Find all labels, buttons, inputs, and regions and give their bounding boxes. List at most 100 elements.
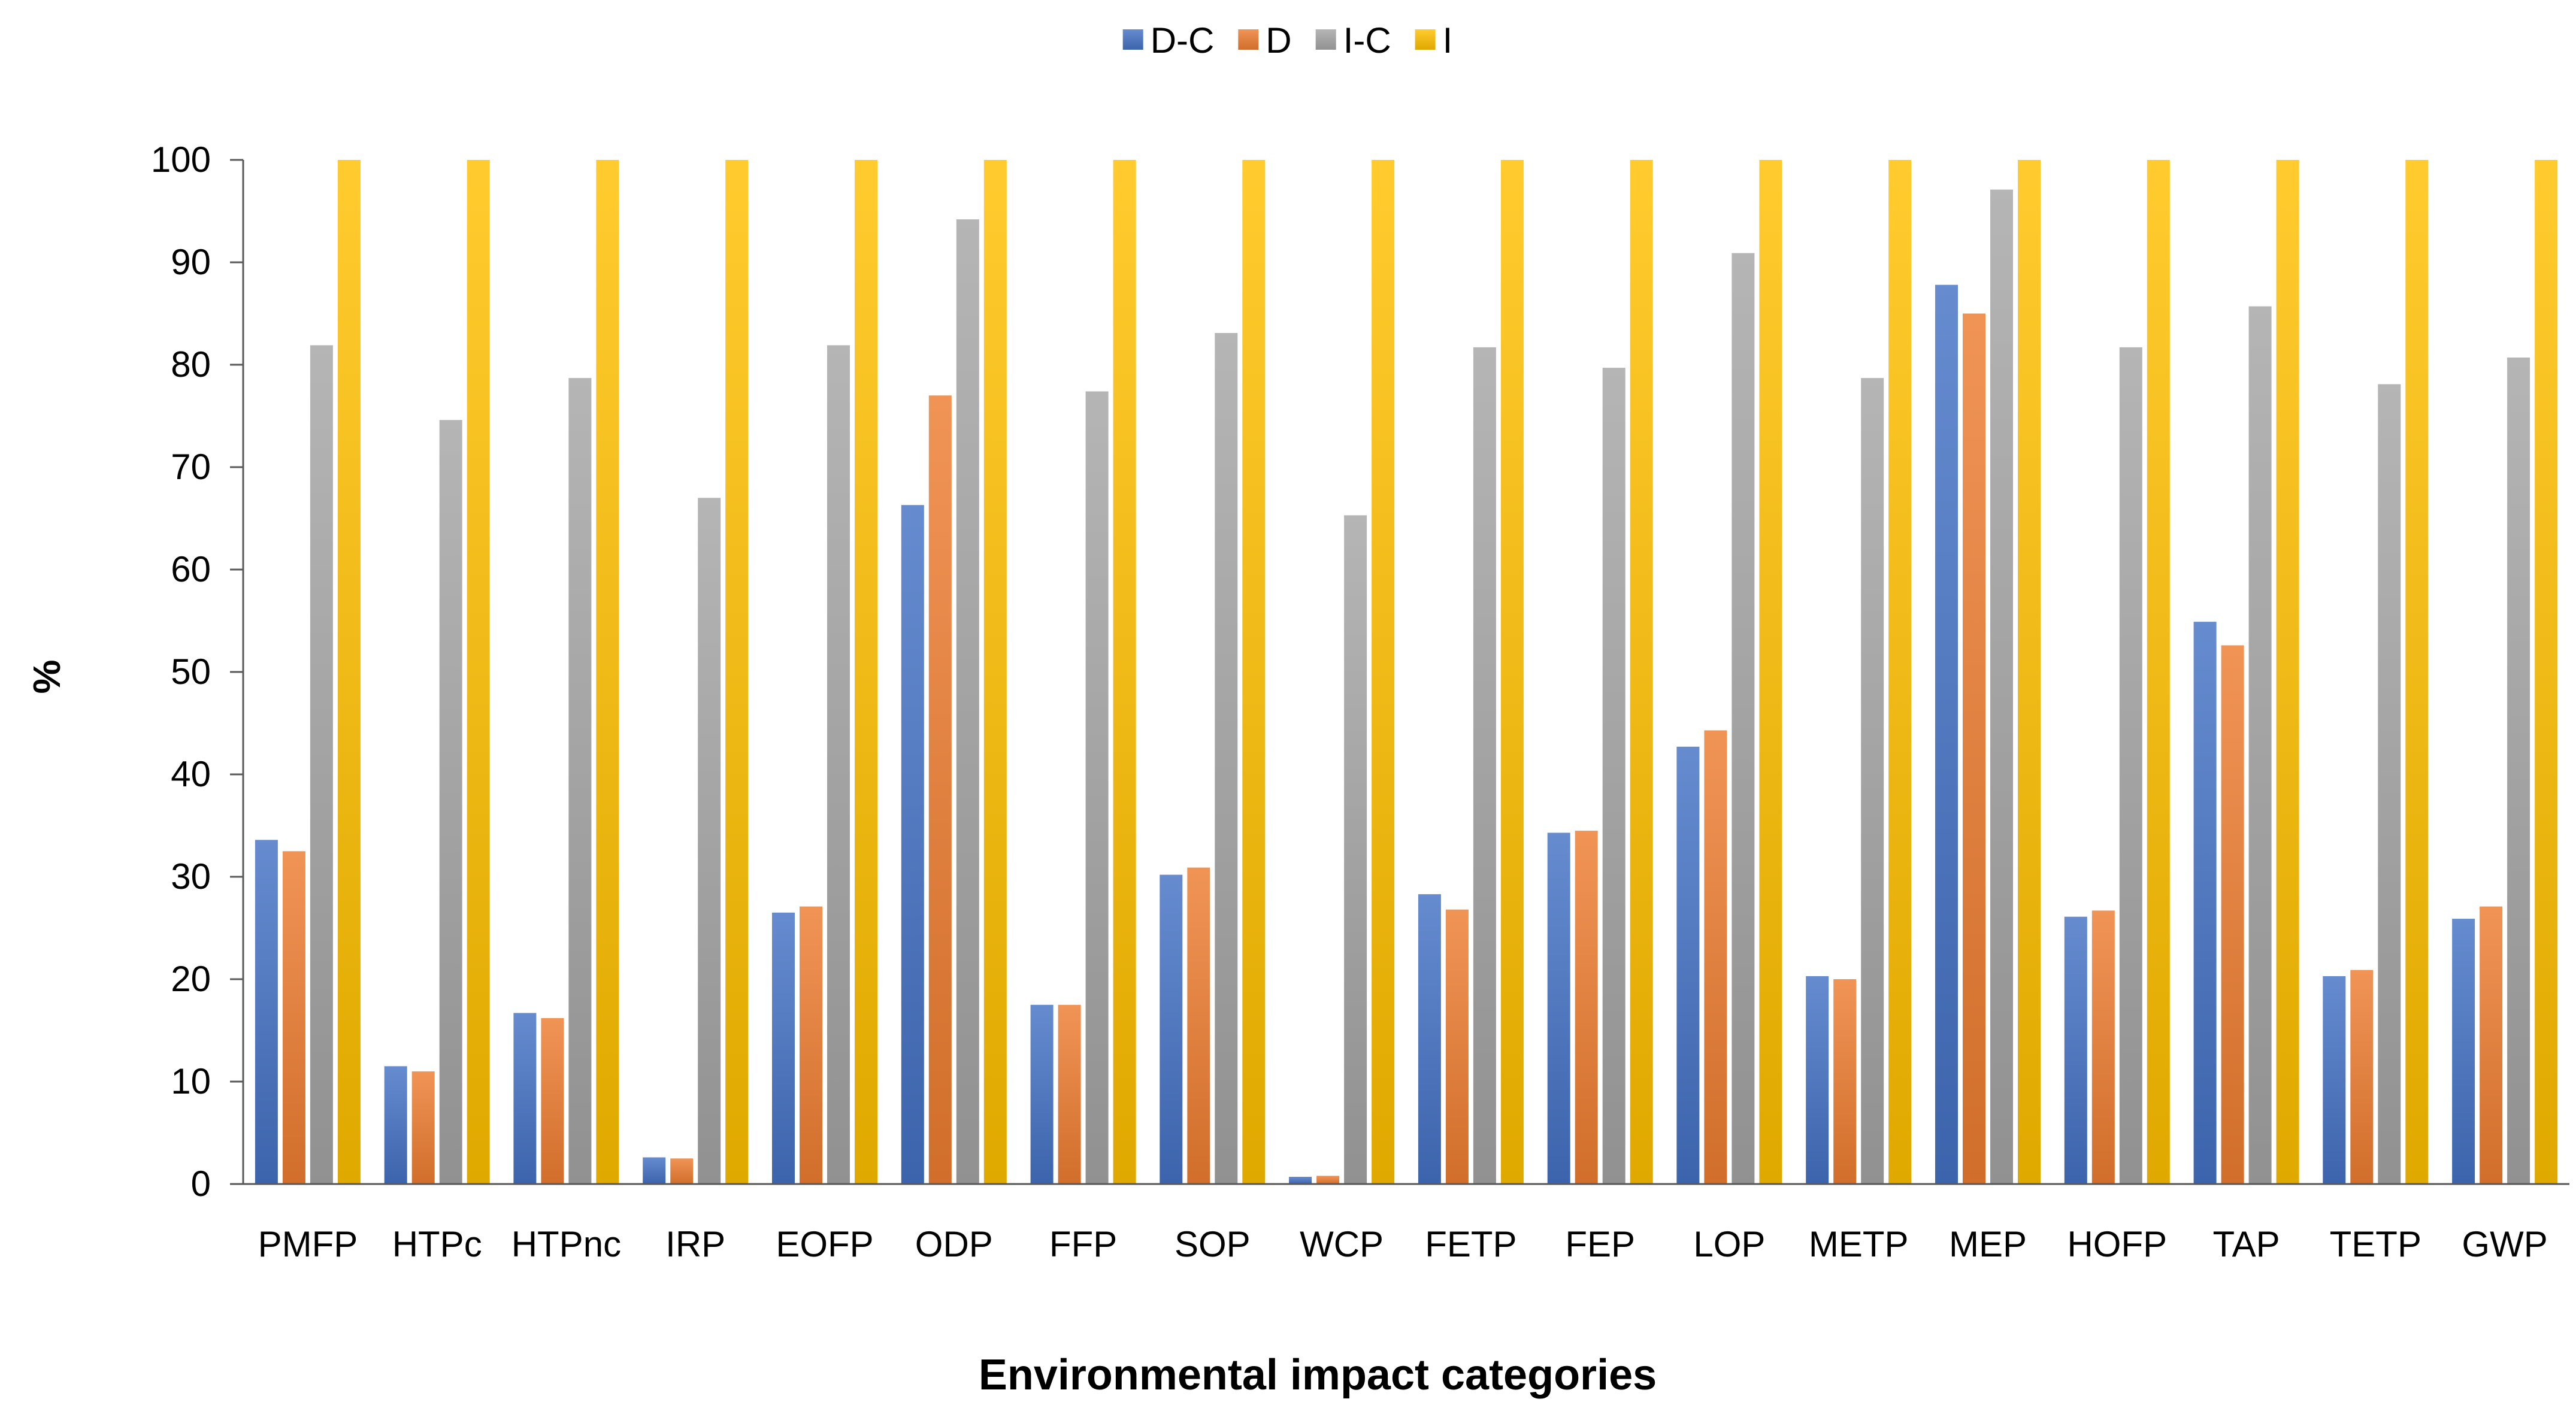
- bar-d-c-fep: [1547, 832, 1570, 1184]
- bar-d-irp: [670, 1158, 694, 1185]
- bar-i-c-mep: [1990, 189, 2013, 1185]
- bar-d-c-sop: [1160, 874, 1183, 1184]
- bar-d-gwp: [2480, 906, 2503, 1184]
- bar-d-odp: [928, 395, 952, 1184]
- legend-swatch-i-c: [1315, 29, 1336, 50]
- bar-d-htpc: [411, 1071, 435, 1184]
- y-tick-label: 70: [171, 447, 211, 487]
- bar-i-c-irp: [698, 498, 721, 1184]
- bar-i-c-metp: [1861, 378, 1884, 1185]
- bar-i-c-sop: [1215, 333, 1238, 1184]
- bar-i-wcp: [1372, 160, 1395, 1184]
- bar-d-c-mep: [1935, 284, 1958, 1185]
- bar-d-lop: [1704, 730, 1727, 1184]
- x-axis-title: Environmental impact categories: [979, 1351, 1657, 1399]
- bar-d-sop: [1187, 867, 1210, 1184]
- bar-d-htpnc: [541, 1018, 564, 1184]
- bar-i-c-gwp: [2507, 358, 2530, 1184]
- y-tick-label: 90: [171, 242, 211, 282]
- bar-d-fep: [1575, 831, 1598, 1184]
- x-tick-label: FFP: [1049, 1224, 1117, 1264]
- x-tick-label: FEP: [1565, 1224, 1635, 1264]
- bar-i-irp: [725, 160, 749, 1184]
- bar-d-c-htpc: [384, 1066, 407, 1184]
- bars: [255, 160, 2558, 1185]
- bar-i-gwp: [2535, 160, 2558, 1184]
- y-tick-label: 80: [171, 344, 211, 384]
- bar-d-c-gwp: [2452, 919, 2475, 1184]
- bar-d-c-hofp: [2064, 916, 2087, 1184]
- bar-d-eofp: [800, 906, 822, 1184]
- bar-i-odp: [983, 160, 1007, 1184]
- bar-d-c-htpnc: [513, 1013, 537, 1184]
- bar-i-htpnc: [596, 160, 619, 1184]
- y-axis-ticks: 0 10 20 30 40 50 60 70 80 90 100: [151, 140, 243, 1204]
- bar-i-c-lop: [1732, 253, 1755, 1185]
- bar-d-tetp: [2350, 970, 2374, 1184]
- x-tick-label: IRP: [665, 1224, 725, 1264]
- bar-d-wcp: [1316, 1176, 1340, 1184]
- legend-swatch-d: [1238, 29, 1259, 50]
- bar-i-ffp: [1113, 160, 1136, 1184]
- bar-i-lop: [1759, 160, 1782, 1184]
- bar-d-c-lop: [1676, 746, 1700, 1184]
- legend: D-C D I-C I: [1122, 20, 1453, 60]
- legend-swatch-i: [1415, 29, 1436, 50]
- bar-i-fep: [1630, 160, 1653, 1184]
- bar-d-c-tetp: [2323, 976, 2346, 1184]
- bar-d-c-metp: [1806, 976, 1829, 1184]
- bar-d-ffp: [1058, 1004, 1081, 1185]
- x-axis-category-labels: PMFP HTPc HTPnc IRP EOFP ODP FFP SOP WCP FETP FEP L…: [258, 1224, 2548, 1264]
- bar-i-c-tetp: [2378, 384, 2401, 1184]
- bar-i-c-ffp: [1085, 391, 1109, 1184]
- x-tick-label: ODP: [915, 1224, 993, 1264]
- legend-label: I: [1443, 20, 1453, 60]
- y-axis-title: %: [25, 660, 68, 694]
- bar-i-c-fep: [1602, 368, 1625, 1184]
- bar-i-c-wcp: [1344, 515, 1367, 1184]
- bar-d-tap: [2221, 645, 2244, 1184]
- bar-i-htpc: [467, 160, 490, 1184]
- y-tick-label: 10: [171, 1061, 211, 1101]
- legend-swatch-d-c: [1122, 29, 1143, 50]
- bar-i-sop: [1242, 160, 1266, 1184]
- bar-d-c-odp: [901, 505, 924, 1184]
- x-tick-label: FETP: [1425, 1224, 1516, 1264]
- bar-d-fetp: [1445, 909, 1469, 1184]
- bar-i-c-htpnc: [568, 378, 592, 1185]
- bar-i-c-eofp: [827, 345, 850, 1184]
- x-tick-label: METP: [1809, 1224, 1909, 1264]
- x-tick-label: HTPc: [392, 1224, 482, 1264]
- legend-label: D: [1266, 20, 1291, 60]
- bar-i-tetp: [2405, 160, 2429, 1184]
- bar-d-c-ffp: [1030, 1004, 1054, 1185]
- x-tick-label: HTPnc: [511, 1224, 621, 1264]
- y-tick-label: 50: [171, 652, 211, 692]
- bar-i-c-pmfp: [310, 345, 333, 1184]
- y-tick-label: 40: [171, 754, 211, 794]
- bar-i-c-fetp: [1473, 347, 1496, 1184]
- x-tick-label: TAP: [2212, 1224, 2280, 1264]
- bar-d-metp: [1833, 979, 1857, 1184]
- bar-i-hofp: [2147, 160, 2170, 1184]
- bar-d-c-fetp: [1418, 894, 1441, 1184]
- y-tick-label: 60: [171, 549, 211, 589]
- x-tick-label: PMFP: [258, 1224, 358, 1264]
- bar-d-pmfp: [282, 851, 305, 1185]
- legend-label: I-C: [1343, 20, 1391, 60]
- bar-i-c-odp: [956, 219, 979, 1185]
- y-tick-label: 0: [191, 1164, 211, 1204]
- bar-i-c-hofp: [2119, 347, 2142, 1184]
- bar-d-c-eofp: [772, 912, 795, 1184]
- y-tick-label: 100: [151, 140, 211, 180]
- x-tick-label: MEP: [1949, 1224, 2027, 1264]
- bar-i-c-tap: [2248, 306, 2272, 1184]
- x-tick-label: WCP: [1300, 1224, 1384, 1264]
- x-tick-label: LOP: [1693, 1224, 1765, 1264]
- bar-d-c-wcp: [1289, 1177, 1312, 1184]
- y-tick-label: 20: [171, 959, 211, 999]
- bar-d-c-irp: [643, 1157, 666, 1184]
- x-tick-label: GWP: [2462, 1224, 2547, 1264]
